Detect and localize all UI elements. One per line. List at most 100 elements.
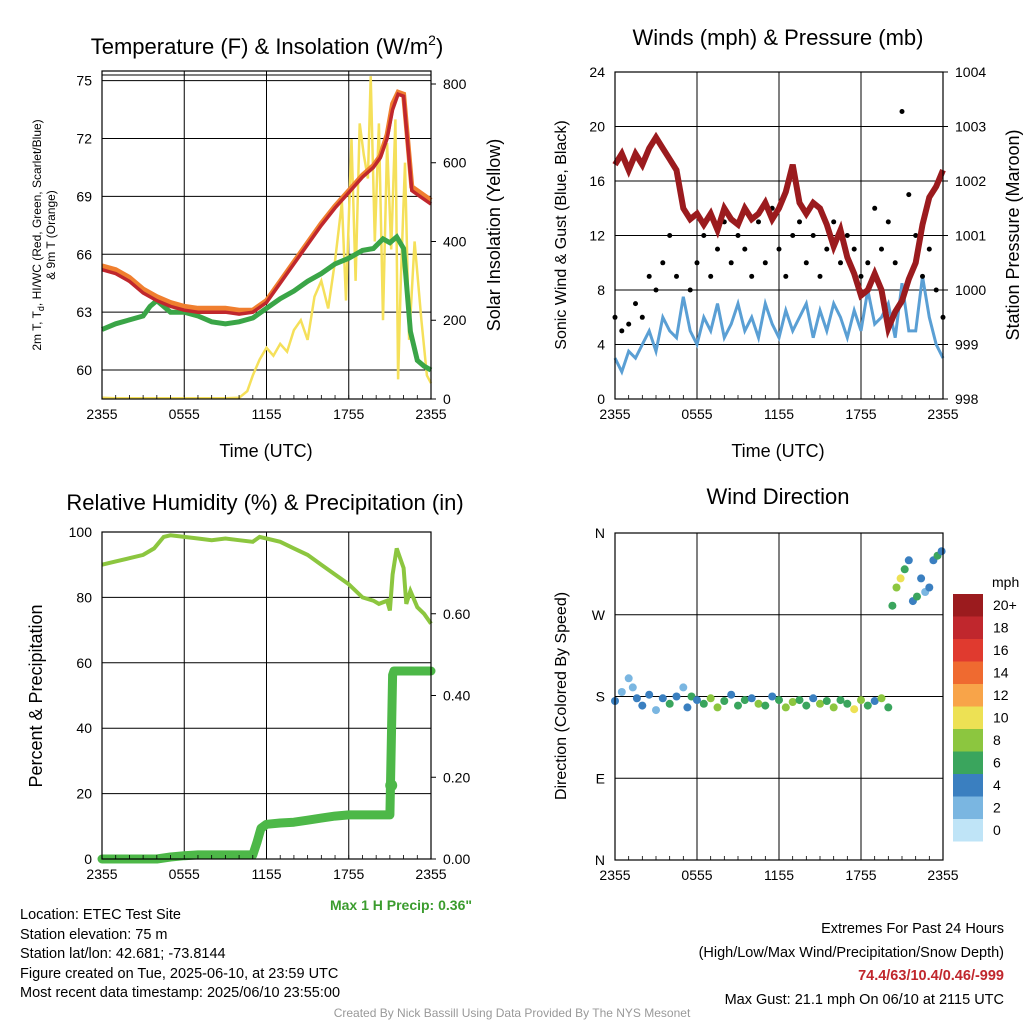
temperature-title: Temperature (F) & Insolation (W/m2) <box>91 32 444 59</box>
winds-y2-tick-label: 1004 <box>955 64 986 80</box>
direction-x-tick-label: 2355 <box>927 867 958 883</box>
direction-y-tick-label: S <box>596 689 605 705</box>
gust-point <box>803 260 809 266</box>
temperature-y-tick-label: 63 <box>76 304 92 320</box>
gust-point <box>687 287 693 293</box>
legend-swatch <box>953 639 983 662</box>
direction-point <box>658 694 667 703</box>
direction-point <box>628 683 637 692</box>
recent-timestamp: Most recent data timestamp: 2025/06/10 2… <box>20 985 341 1001</box>
humidity-tick-labels: 2355 0555 1155 1755 23550204060801000.000.20… <box>69 524 471 882</box>
solar-insolation-line <box>101 76 433 400</box>
temperature-y2-tick-label: 400 <box>443 233 467 249</box>
gust-point <box>872 205 878 211</box>
direction-point <box>937 547 946 556</box>
winds-y2-tick-label: 998 <box>955 391 979 407</box>
temp-2m-line <box>101 91 433 316</box>
gust-point <box>831 219 837 225</box>
gust-point <box>892 260 898 266</box>
humidity-title: Relative Humidity (%) & Precipitation (i… <box>66 490 463 515</box>
gust-point <box>756 219 761 225</box>
winds-x-tick-label: 2355 <box>927 406 958 422</box>
direction-point <box>896 574 905 583</box>
humidity-y-tick-label: 60 <box>76 655 92 671</box>
humidity-y-tick-label: 20 <box>76 786 92 802</box>
winds-y-tick-label: 4 <box>597 337 605 353</box>
gust-point <box>810 233 816 238</box>
winds-title: Winds (mph) & Pressure (mb) <box>633 25 924 50</box>
gust-point <box>824 246 830 252</box>
direction-point <box>699 699 708 708</box>
direction-point <box>638 701 647 710</box>
gust-point <box>906 192 912 198</box>
station-location: Location: ETEC Test Site <box>20 907 181 923</box>
winds-x-tick-label: 1755 <box>845 406 876 422</box>
direction-point <box>900 565 909 574</box>
winds-y2-tick-label: 1001 <box>955 228 986 244</box>
direction-panel: Wind Direction 2355 0555 1155 1755 2355NESWN… <box>553 484 1019 883</box>
direction-x-tick-label: 1155 <box>764 867 794 883</box>
gust-point <box>851 246 857 252</box>
legend-label: 6 <box>993 755 1001 771</box>
gust-point <box>762 260 768 266</box>
humidity-x-tick-label: 2355 <box>86 866 117 882</box>
legend-label: 2 <box>993 800 1001 816</box>
direction-point <box>679 683 688 692</box>
humidity-y-tick-label: 80 <box>76 589 92 605</box>
direction-point <box>829 703 838 712</box>
direction-point <box>802 701 811 710</box>
max-precip-label: Max 1 H Precip: 0.36" <box>330 897 472 913</box>
gust-point <box>885 219 891 225</box>
winds-tick-labels: 2355 0555 1155 1755 235504812162024998999100… <box>589 64 986 422</box>
humidity-y-tick-label: 100 <box>69 524 93 540</box>
winds-y2-tick-label: 1003 <box>955 119 986 135</box>
winds-y2-tick-label: 1000 <box>955 282 986 298</box>
gust-point <box>667 233 673 238</box>
direction-point <box>788 698 797 706</box>
direction-point <box>892 583 901 592</box>
humidity-y2-tick-label: 0.20 <box>443 769 470 785</box>
gust-point <box>646 273 652 279</box>
direction-point <box>624 674 633 683</box>
direction-point <box>850 705 859 714</box>
direction-point <box>761 701 770 710</box>
temperature-ylabel-left: 2m T, Td, HI/WC (Red, Green, Scarlet/Blu… <box>30 119 46 350</box>
direction-point <box>617 688 626 696</box>
gust-point <box>783 273 789 279</box>
legend-swatch <box>953 774 983 797</box>
direction-point <box>706 694 715 703</box>
temperature-y-tick-label: 60 <box>76 362 92 378</box>
gust-point <box>865 260 871 266</box>
winds-y-tick-label: 0 <box>597 391 605 407</box>
legend-swatch <box>953 729 983 752</box>
relative-humidity-line <box>101 533 433 625</box>
gust-point <box>715 246 720 252</box>
temperature-x-tick-label: 2355 <box>415 406 446 422</box>
speed-legend: 20+ 18 16 14 12 10 8 6 4 2 0 <box>953 594 1017 842</box>
gust-point <box>742 246 748 252</box>
humidity-y2-tick-label: 0.00 <box>443 851 470 867</box>
direction-point <box>925 583 934 592</box>
temperature-x-tick-label: 2355 <box>86 406 117 422</box>
gust-point <box>708 273 714 279</box>
winds-y2-tick-label: 1002 <box>955 173 986 189</box>
temperature-x-tick-label: 1755 <box>333 406 364 422</box>
gust-point <box>619 328 625 334</box>
direction-point <box>632 694 641 703</box>
temperature-x-tick-label: 0555 <box>169 406 200 422</box>
legend-swatch <box>953 819 983 842</box>
gust-point <box>920 273 925 279</box>
winds-y-tick-label: 24 <box>589 64 605 80</box>
direction-point <box>683 703 692 712</box>
gust-point <box>913 233 919 238</box>
direction-point <box>645 690 654 699</box>
direction-point <box>877 694 886 703</box>
direction-point <box>713 703 722 712</box>
winds-series <box>612 109 946 376</box>
temperature-ylabel-left-line2: & 9m T (Orange) <box>44 190 58 280</box>
gust-point <box>735 233 741 238</box>
gust-point <box>694 260 700 266</box>
gust-point <box>790 233 796 238</box>
credit-line: Created By Nick Bassill Using Data Provi… <box>333 1006 691 1020</box>
gust-point <box>817 273 823 279</box>
